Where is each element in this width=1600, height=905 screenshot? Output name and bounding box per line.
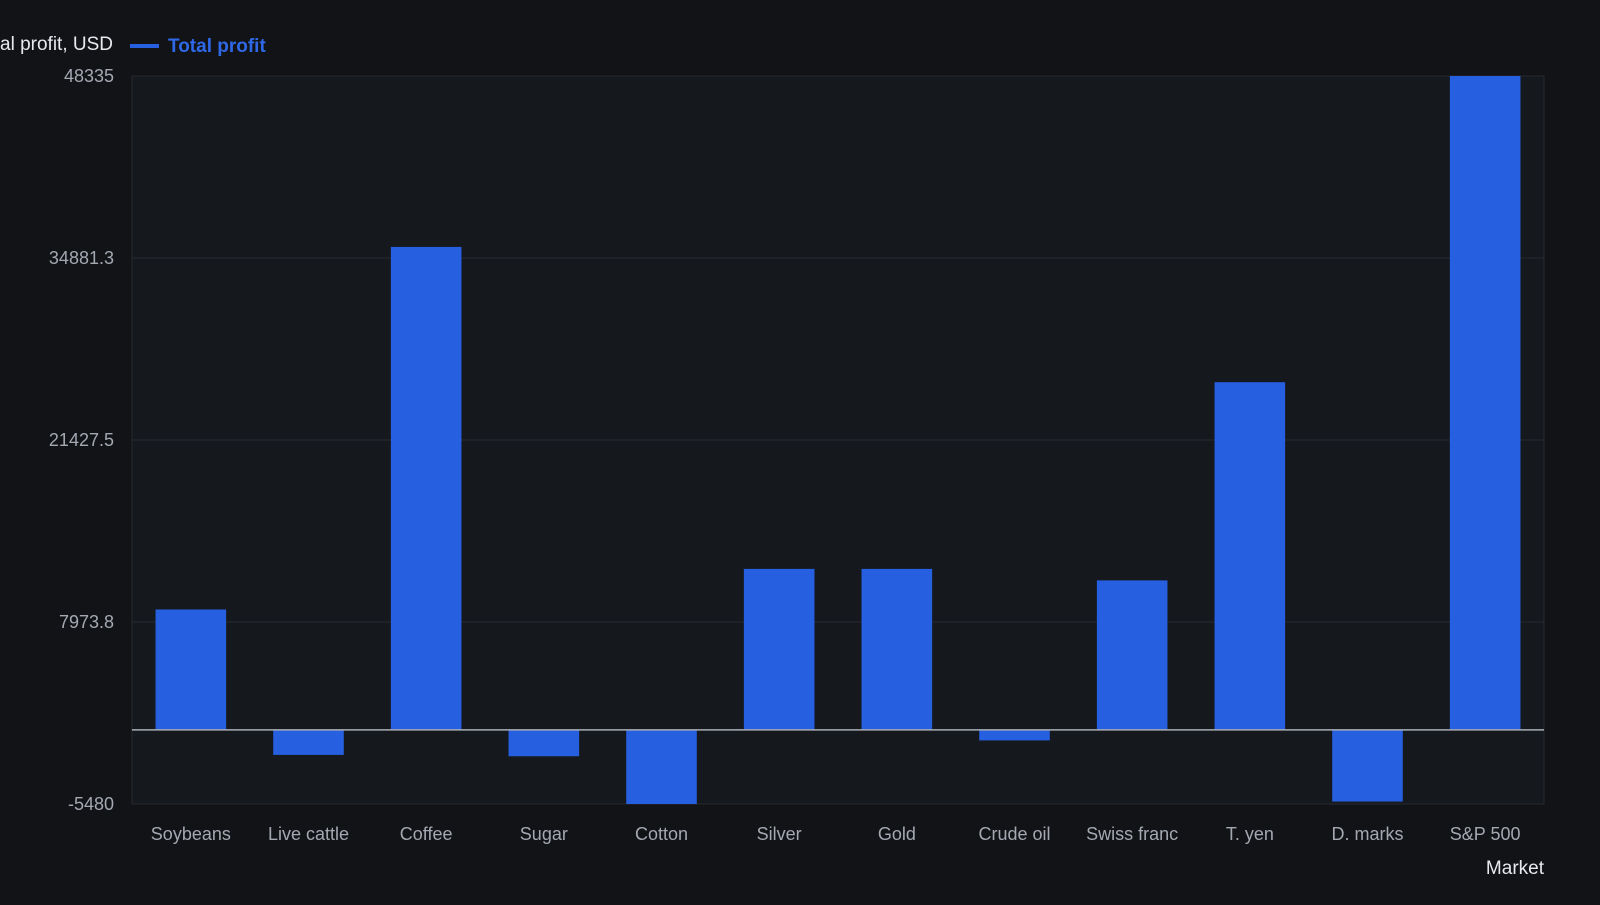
bar-cotton[interactable] bbox=[626, 729, 697, 804]
x-tick-label: S&P 500 bbox=[1450, 824, 1521, 844]
x-axis-title: Market bbox=[1486, 858, 1545, 879]
y-tick-label: 48335 bbox=[64, 66, 114, 86]
x-tick-label: Live cattle bbox=[268, 824, 349, 844]
x-tick-label: Sugar bbox=[520, 824, 568, 844]
bar-gold[interactable] bbox=[861, 568, 933, 730]
x-tick-label: Crude oil bbox=[978, 824, 1050, 844]
x-tick-label: Soybeans bbox=[151, 824, 231, 844]
y-tick-label: 7973.8 bbox=[59, 612, 114, 632]
grid-lines bbox=[132, 75, 1544, 805]
y-axis-title: tal profit, USD bbox=[0, 34, 113, 55]
x-axis-ticks: Soybeans Live cattle Coffee Sugar Cotton Silv… bbox=[151, 824, 1521, 844]
bar-s-p-500[interactable] bbox=[1449, 76, 1521, 730]
x-tick-label: Swiss franc bbox=[1086, 824, 1178, 844]
y-axis-ticks: 48335 34881.3 21427.5 7973.8 -5480 bbox=[49, 66, 114, 814]
bar-coffee[interactable] bbox=[390, 246, 462, 730]
bar-crude-oil[interactable] bbox=[979, 729, 1050, 741]
x-tick-label: D. marks bbox=[1332, 824, 1404, 844]
y-tick-label: 21427.5 bbox=[49, 430, 114, 450]
bar-sugar[interactable] bbox=[508, 729, 580, 757]
y-tick-label: -5480 bbox=[68, 794, 114, 814]
bar-live-cattle[interactable] bbox=[273, 729, 344, 755]
x-tick-label: Gold bbox=[878, 824, 916, 844]
bar-silver[interactable] bbox=[743, 568, 815, 730]
bars bbox=[155, 76, 1521, 804]
legend[interactable]: Total profit bbox=[130, 36, 266, 57]
legend-label-total-profit: Total profit bbox=[168, 36, 266, 57]
x-tick-label: T. yen bbox=[1226, 824, 1274, 844]
x-tick-label: Coffee bbox=[400, 824, 453, 844]
bar-t-yen[interactable] bbox=[1214, 382, 1286, 730]
bar-soybeans[interactable] bbox=[155, 609, 227, 730]
y-tick-label: 34881.3 bbox=[49, 248, 114, 268]
x-tick-label: Silver bbox=[757, 824, 802, 844]
bar-swiss-franc[interactable] bbox=[1096, 580, 1168, 730]
bar-d-marks[interactable] bbox=[1332, 729, 1403, 802]
x-tick-label: Cotton bbox=[635, 824, 688, 844]
